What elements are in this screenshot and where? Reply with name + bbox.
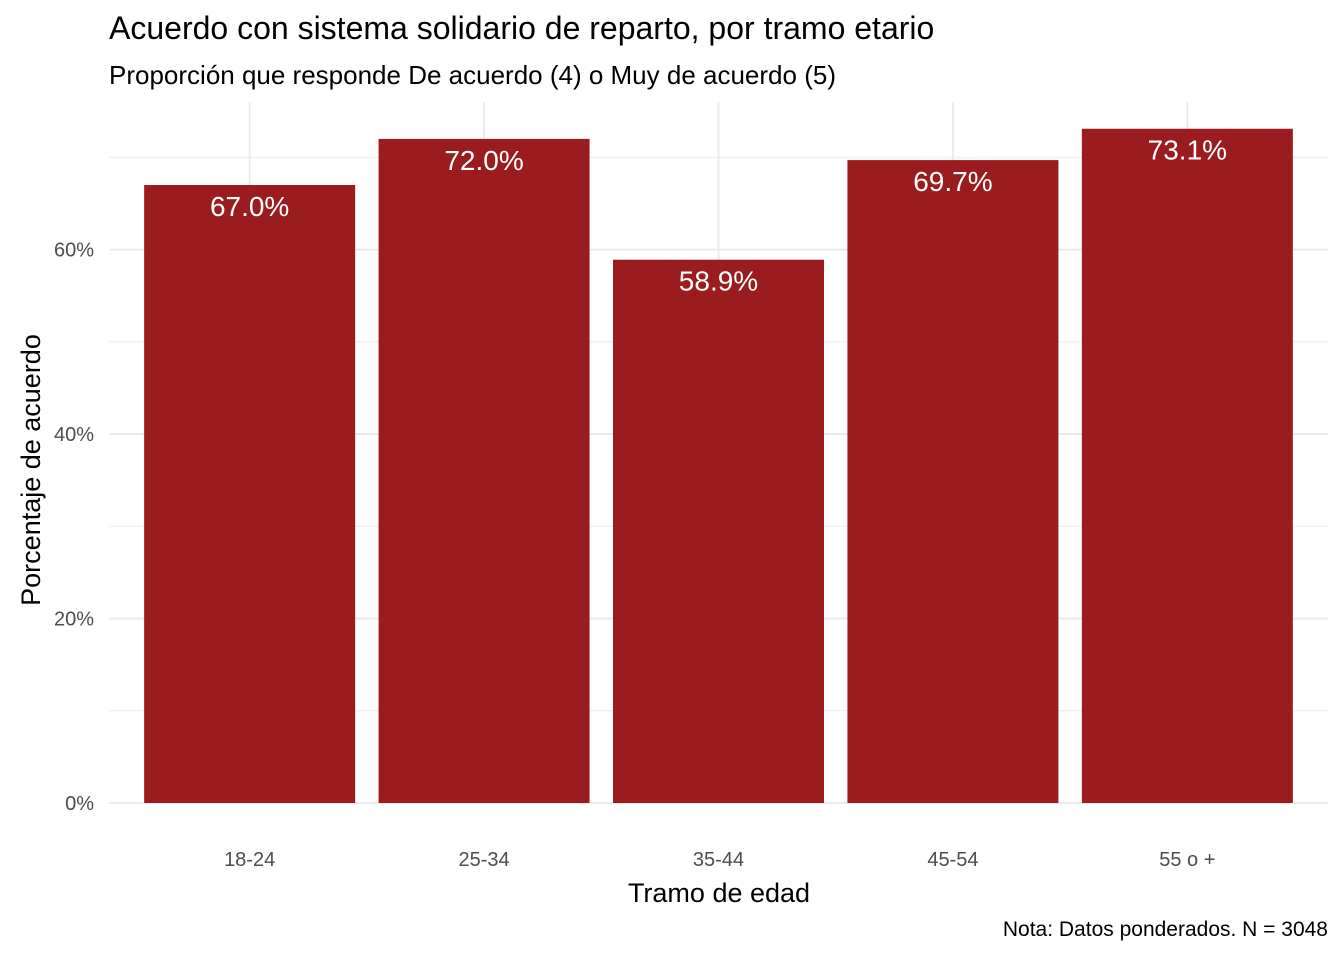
bar-value-label: 67.0% <box>210 191 289 222</box>
y-tick-label: 60% <box>54 240 94 262</box>
y-axis-ticks: 0% 20% 40% 60% <box>54 240 94 815</box>
x-tick-label: 18-24 <box>224 849 275 871</box>
bar-value-label: 73.1% <box>1148 135 1227 166</box>
y-tick-label: 40% <box>54 424 94 446</box>
chart-title: Acuerdo con sistema solidario de reparto… <box>109 10 935 46</box>
bar-value-label: 72.0% <box>444 145 523 176</box>
bar <box>613 259 824 804</box>
y-tick-label: 0% <box>65 793 94 815</box>
data-labels: 67.0% 72.0% 58.9% 69.7% 73.1% <box>210 135 1227 297</box>
bar <box>1081 128 1293 804</box>
chart-caption: Nota: Datos ponderados. N = 3048 <box>1002 918 1328 941</box>
x-axis-title: Tramo de edad <box>628 878 810 908</box>
bar <box>847 160 1059 804</box>
x-tick-label: 55 o + <box>1159 849 1215 871</box>
bars <box>144 128 1293 804</box>
y-tick-label: 20% <box>54 609 94 631</box>
x-axis-ticks: 18-24 25-34 35-44 45-54 55 o + <box>224 849 1215 871</box>
bar <box>144 185 356 803</box>
y-axis-title: Porcentaje de acuerdo <box>16 334 46 606</box>
bar-value-label: 58.9% <box>679 266 758 297</box>
x-tick-label: 45-54 <box>927 849 978 871</box>
bar <box>378 138 590 804</box>
chart-subtitle: Proporción que responde De acuerdo (4) o… <box>109 60 836 90</box>
x-tick-label: 35-44 <box>693 849 744 871</box>
x-tick-label: 25-34 <box>458 849 509 871</box>
bar-value-label: 69.7% <box>913 166 992 197</box>
